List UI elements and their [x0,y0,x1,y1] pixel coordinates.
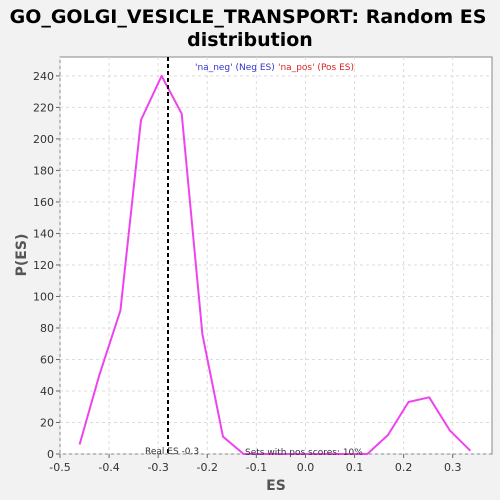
x-tick-label: 0.0 [297,461,315,474]
x-tick-label: -0.1 [246,461,267,474]
y-axis-label: P(ES) [14,234,30,277]
x-tick-label: 0.3 [444,461,462,474]
x-tick-label: 0.2 [395,461,413,474]
y-tick-label: 0 [47,448,54,461]
y-tick-label: 60 [40,353,54,366]
y-axis-ticks: 0 20 40 60 80 100 120 140 160 180 200 220 240 [33,70,60,461]
legend-entry-pos: 'na_pos' (Pos ES) [278,63,354,73]
plot-area [59,56,493,455]
real-es-annotation: Real ES -0.3 [145,447,199,457]
y-tick-label: 160 [33,196,54,209]
x-tick-label: -0.3 [147,461,168,474]
y-tick-label: 240 [33,70,54,83]
x-tick-label: 0.1 [346,461,364,474]
series-line [78,74,472,455]
y-tick-label: 80 [40,322,54,335]
chart-title-line-2: distribution [187,29,313,51]
series-layer [78,74,472,455]
y-tick-label: 20 [40,416,54,429]
y-tick-label: 140 [33,227,54,240]
y-tick-label: 200 [33,133,54,146]
grid [59,57,492,455]
x-axis-ticks: -0.5 -0.4 -0.3 -0.2 -0.1 0.0 0.1 0.2 0.3 [49,454,461,474]
x-tick-label: -0.4 [98,461,119,474]
y-tick-label: 180 [33,164,54,177]
y-tick-label: 120 [33,259,54,272]
chart-title-line-1: GO_GOLGI_VESICLE_TRANSPORT: Random ES [10,6,487,28]
pos-scores-annotation: Sets with pos scores: 10% [245,448,363,458]
x-axis-label: ES [266,478,286,494]
y-tick-label: 100 [33,290,54,303]
y-tick-label: 40 [40,385,54,398]
y-tick-label: 220 [33,101,54,114]
x-tick-label: -0.2 [197,461,218,474]
x-tick-label: -0.5 [49,461,70,474]
legend-entry-neg: 'na_neg' (Neg ES) [195,63,275,73]
